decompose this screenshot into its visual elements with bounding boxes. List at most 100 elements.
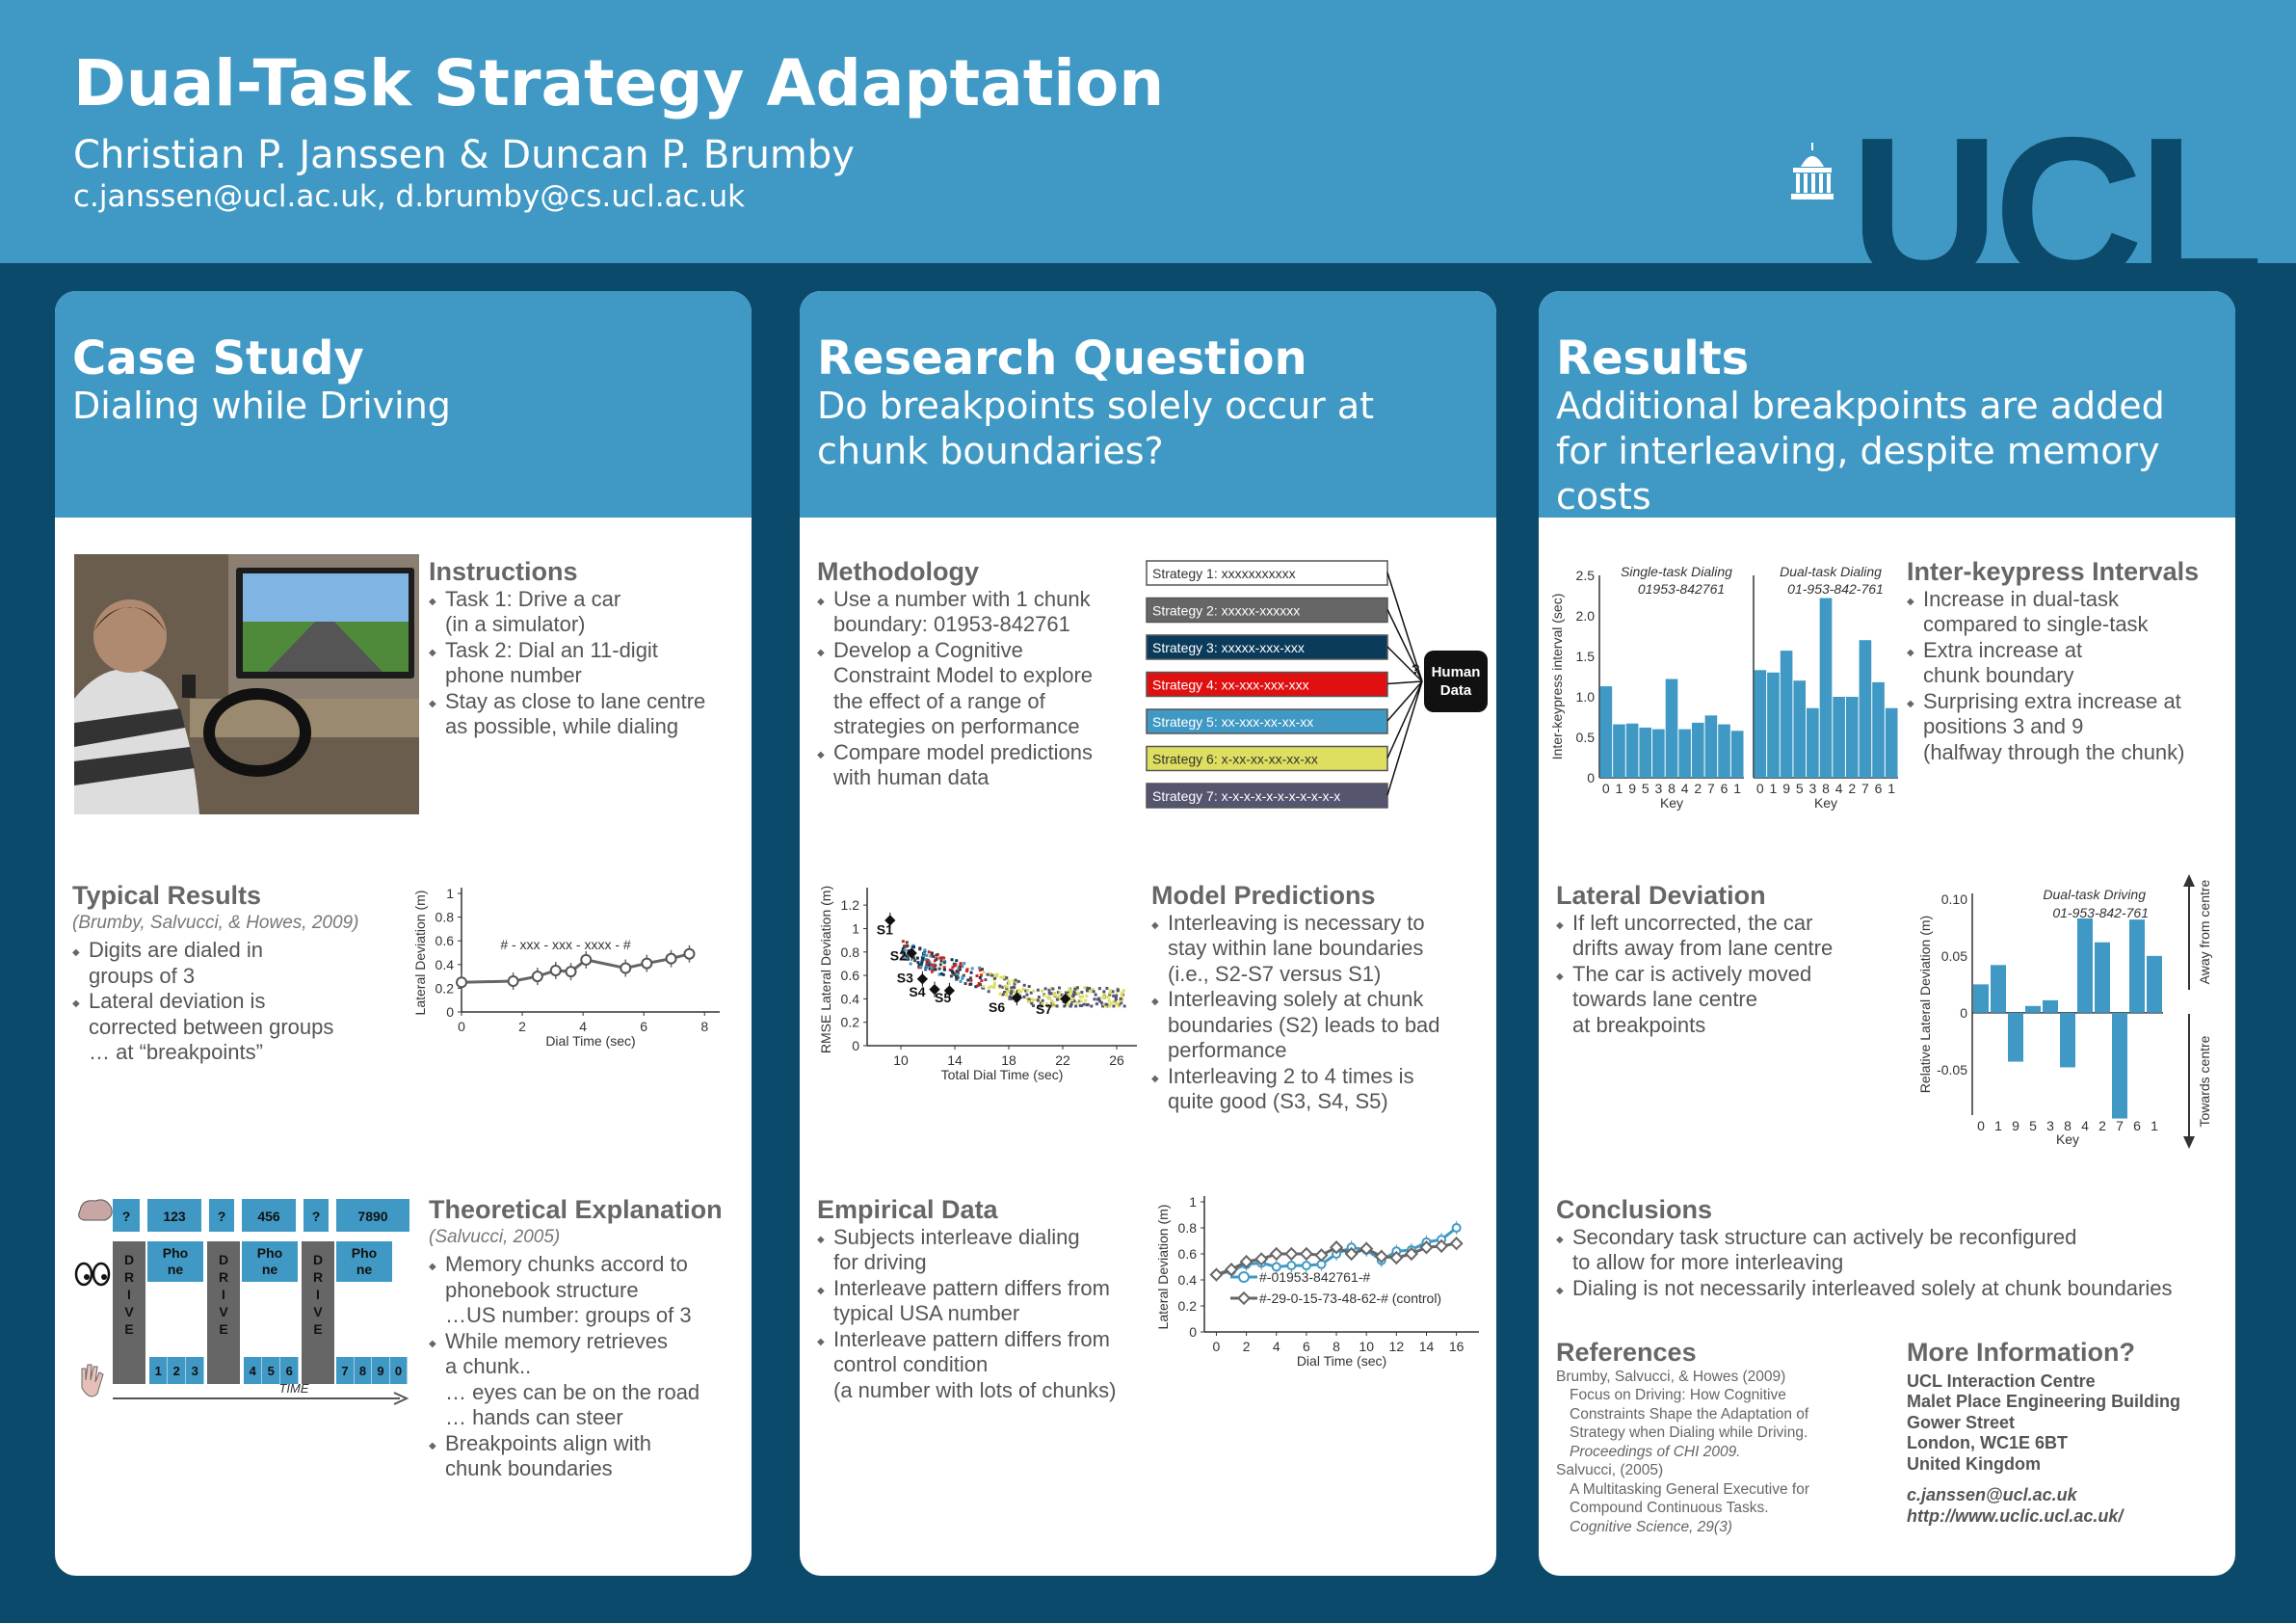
scatter-dot	[1109, 989, 1113, 993]
scatter-dot	[1026, 989, 1030, 993]
website-link[interactable]: http://www.uclic.ucl.ac.uk/	[1907, 1505, 2124, 1526]
drive-label: E	[124, 1321, 133, 1337]
memory-label: 456	[257, 1209, 280, 1224]
x-tick-label: 0	[1602, 781, 1610, 796]
human-data-box	[1424, 651, 1488, 712]
scatter-dot	[1004, 993, 1008, 997]
scatter-dot	[1041, 998, 1044, 1002]
x-tick-label: 6	[640, 1019, 647, 1034]
y-tick-label: 1.0	[1576, 689, 1596, 705]
scatter-dot	[1016, 979, 1020, 983]
scatter-dot	[1036, 988, 1040, 992]
x-tick-label: 18	[1001, 1052, 1016, 1068]
results-subtitle: Additional breakpoints are added for int…	[1556, 385, 2165, 518]
scatter-dot	[1025, 993, 1029, 997]
scatter-dot	[1067, 993, 1070, 997]
drive-label: I	[127, 1287, 131, 1302]
scatter-dot	[979, 973, 983, 977]
x-tick-label: 22	[1055, 1052, 1070, 1068]
x-tick-label: 7	[2116, 1118, 2124, 1133]
eyes-icon	[74, 1262, 111, 1287]
ref-line: Brumby, Salvucci, & Howes (2009)	[1556, 1368, 1786, 1385]
lateral-item-cont: towards lane centre	[1572, 987, 1757, 1011]
scatter-dot	[904, 945, 908, 948]
scatter-dot	[1075, 987, 1079, 991]
key-box	[280, 1357, 299, 1384]
data-point	[1254, 1252, 1269, 1266]
bar	[1730, 731, 1744, 778]
data-point	[1404, 1246, 1418, 1262]
scatter-dot	[903, 948, 907, 952]
bar	[2025, 1005, 2041, 1013]
data-point	[1286, 1261, 1297, 1271]
theory-item: Memory chunks accord to	[429, 1252, 752, 1280]
data-point	[1329, 1240, 1344, 1255]
scatter-dot	[918, 946, 922, 950]
typical-item: Lateral deviation is	[72, 989, 400, 1017]
research-question-card: Research Question Do breakpoints solely …	[800, 291, 1496, 1576]
lateral-deviation: Lateral Deviation If left uncorrected, t…	[1556, 883, 1874, 1038]
x-tick-label: 6	[1721, 781, 1729, 796]
more-line: UCL Interaction Centre	[1907, 1370, 2096, 1391]
scatter-dot	[1120, 1001, 1123, 1005]
scatter-dot	[1051, 1000, 1055, 1004]
scatter-dot	[901, 955, 905, 959]
y-tick-label: 0.5	[1576, 730, 1596, 745]
scatter-dot	[969, 971, 973, 974]
model-item: Interleaving 2 to 4 times is	[1151, 1064, 1493, 1092]
poster-emails[interactable]: c.janssen@ucl.ac.uk, d.brumby@cs.ucl.ac.…	[73, 179, 746, 214]
scatter-dot	[1073, 987, 1077, 991]
legend-marker	[1236, 1290, 1252, 1306]
bar	[1833, 697, 1845, 778]
scatter-dot	[1056, 995, 1060, 998]
panel-title: Dual-task Dialing	[1780, 564, 1882, 579]
scatter-dot	[965, 968, 969, 971]
methodology-item: Use a number with 1 chunk	[817, 587, 1145, 615]
instructions-heading: Instructions	[429, 557, 578, 586]
scatter-dot	[1032, 989, 1036, 993]
empirical-item-cont: typical USA number	[833, 1301, 1020, 1325]
scatter-dot	[987, 990, 990, 994]
drive-label: I	[222, 1287, 225, 1302]
bar	[2060, 1012, 2075, 1068]
x-tick-label: 0	[1756, 781, 1764, 796]
x-tick-label: 9	[1782, 781, 1790, 796]
inter-keypress-chart: Inter-keypress interval (sec) 0 0.5 1.0 1.5 2…	[1549, 564, 1898, 811]
strategy-label: S4	[909, 984, 925, 999]
scatter-dot	[963, 962, 966, 966]
model-item: Interleaving is necessary to	[1151, 911, 1493, 939]
empirical-data: Empirical Data Subjects interleave diali…	[817, 1197, 1154, 1403]
contact-email[interactable]: c.janssen@ucl.ac.uk	[1907, 1485, 2077, 1504]
x-tick-label: 7	[1707, 781, 1715, 796]
x-tick-label: 6	[2133, 1118, 2141, 1133]
scatter-dot	[1092, 990, 1095, 994]
data-point	[456, 976, 467, 989]
scatter-dot	[930, 966, 934, 970]
scatter-dot	[1019, 990, 1023, 994]
scatter-dot	[1101, 995, 1105, 998]
scatter-dot	[1112, 994, 1116, 998]
scatter-dot	[930, 963, 934, 967]
scatter-dot	[942, 961, 946, 965]
scatter-dot	[942, 956, 946, 960]
phone-label: ne	[168, 1262, 184, 1277]
scatter-dot	[1066, 1003, 1069, 1007]
scatter-dot	[921, 956, 925, 960]
scatter-dot	[1122, 989, 1125, 993]
x-tick-label: 1	[1733, 781, 1741, 796]
brain-icon	[78, 1199, 113, 1221]
scatter-dot	[1114, 998, 1118, 1001]
scatter-dot	[989, 985, 992, 989]
strategy-arrow	[1386, 609, 1423, 682]
case-study-title: Case Study	[72, 332, 364, 386]
model-item-cont: stay within lane boundaries	[1168, 936, 1424, 960]
scatter-dot	[907, 957, 910, 961]
model-heading: Model Predictions	[1151, 881, 1376, 910]
x-tick-label: 5	[2029, 1118, 2037, 1133]
scatter-dot	[966, 978, 970, 982]
scatter-dot	[922, 954, 926, 958]
key-box	[168, 1357, 186, 1384]
scatter-dot	[1005, 990, 1009, 994]
lateral-item: The car is actively moved	[1556, 962, 1874, 990]
scatter-dot	[920, 959, 924, 963]
